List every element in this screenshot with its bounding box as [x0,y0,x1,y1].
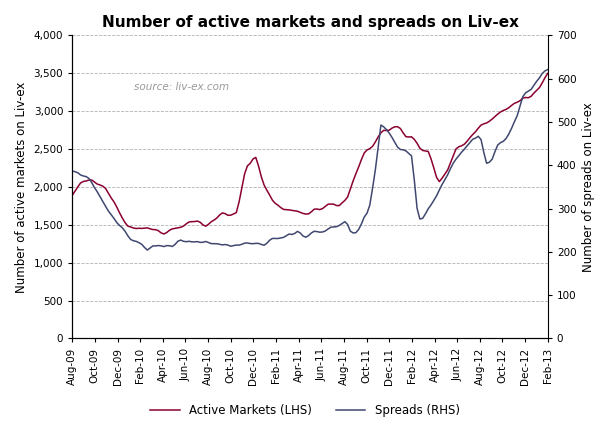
Text: source: liv-ex.com: source: liv-ex.com [134,82,229,92]
Active Markets (LHS) [68,193,76,198]
Legend: Active Markets (LHS), Spreads (RHS): Active Markets (LHS), Spreads (RHS) [146,399,464,422]
Active Markets (LHS) [160,231,168,236]
Spreads (RHS) [325,226,332,231]
Active Markets (LHS) [285,207,293,212]
Active Markets (LHS) [105,190,112,196]
Spreads (RHS) [544,67,551,72]
Spreads (RHS) [143,248,151,253]
Title: Number of active markets and spreads on Liv-ex: Number of active markets and spreads on … [101,15,518,30]
Active Markets (LHS) [224,213,232,218]
Line: Spreads (RHS): Spreads (RHS) [72,70,548,250]
Active Markets (LHS) [352,171,359,176]
Spreads (RHS) [352,230,359,235]
Line: Active Markets (LHS): Active Markets (LHS) [72,74,548,234]
Active Markets (LHS) [544,71,551,76]
Active Markets (LHS) [325,202,332,207]
Active Markets (LHS) [210,218,218,223]
Spreads (RHS) [224,243,232,248]
Spreads (RHS) [105,209,112,214]
Y-axis label: Number of spreads on Liv-ex: Number of spreads on Liv-ex [582,102,595,272]
Y-axis label: Number of active markets on Liv-ex: Number of active markets on Liv-ex [15,81,28,292]
Spreads (RHS) [68,168,76,173]
Spreads (RHS) [210,241,218,246]
Spreads (RHS) [285,231,293,236]
